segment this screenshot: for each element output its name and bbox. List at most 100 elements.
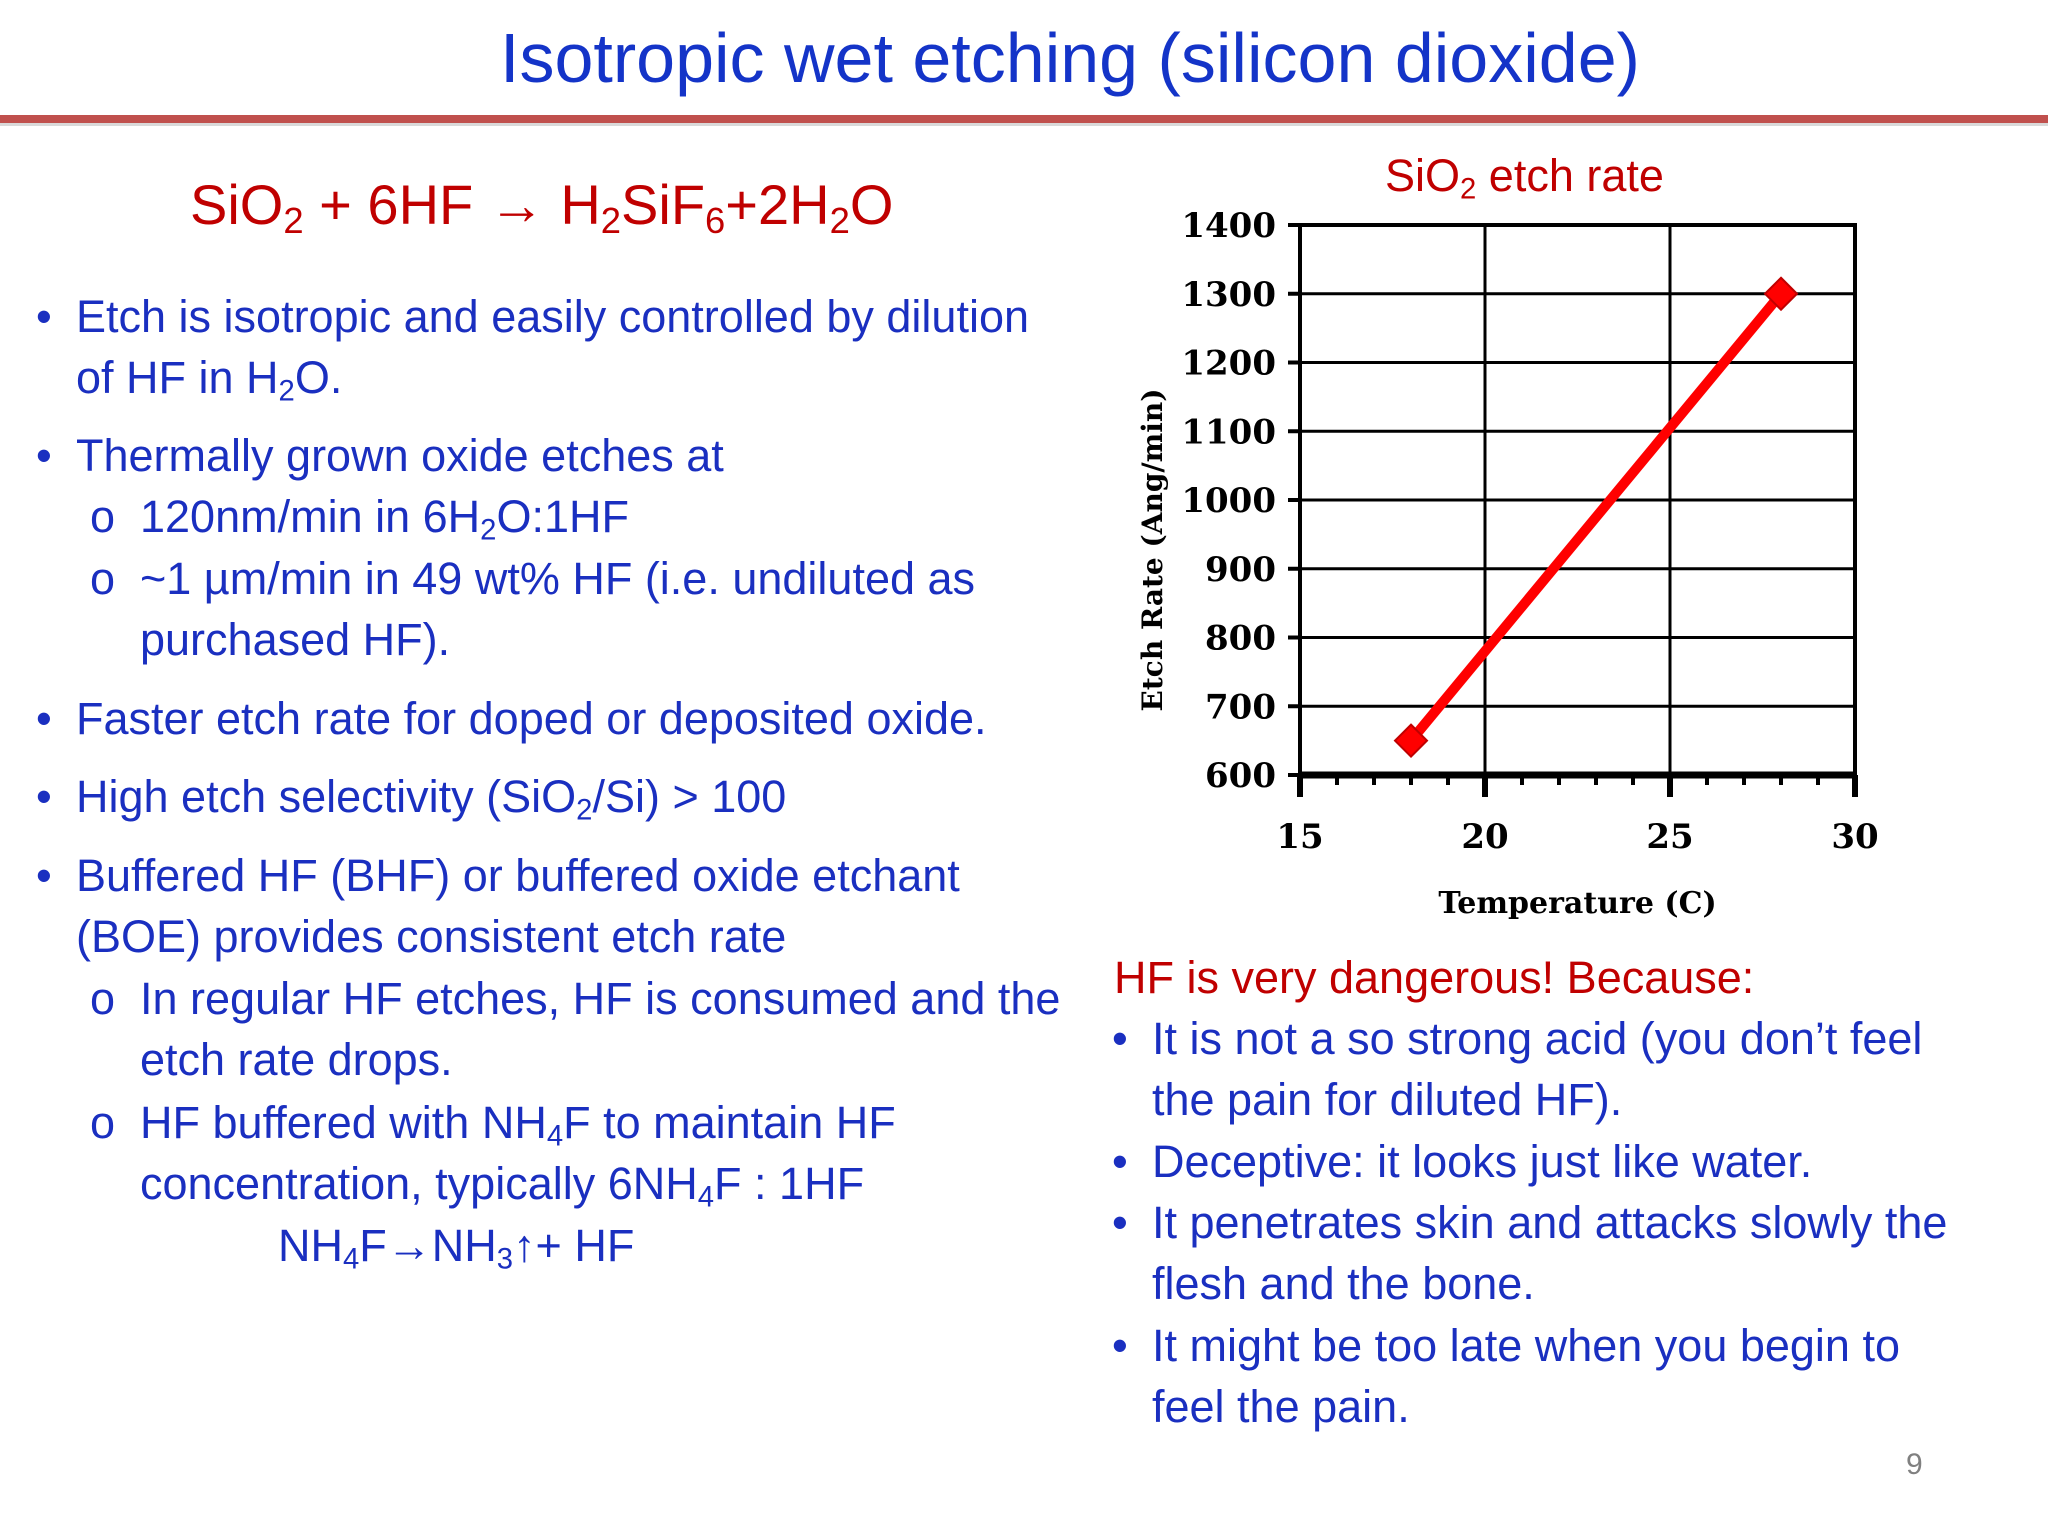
bullet-dot: • xyxy=(36,430,52,481)
bullet-line: of HF in H2O. xyxy=(76,347,1029,408)
bullet-text: O. xyxy=(294,352,343,403)
chart-title-subscript: 2 xyxy=(1460,173,1477,206)
bullet-text: High etch selectivity (SiO xyxy=(76,771,577,822)
bullet-text: purchased HF). xyxy=(140,614,451,665)
bullet-text: Etch is isotropic and easily controlled … xyxy=(76,291,1029,342)
sub-bullet-item: o ~1 µm/min in 49 wt% HF (i.e. undiluted… xyxy=(90,548,975,670)
sub-bullet-marker: o xyxy=(90,973,116,1024)
bullet-line: concentration, typically 6NH4F : 1HF xyxy=(140,1153,896,1214)
equation-part: +2H xyxy=(725,173,830,236)
x-tick-label: 15 xyxy=(1276,817,1323,857)
sub-bullet-item: o HF buffered with NH4F to maintain HF c… xyxy=(90,1092,896,1214)
chart-tick-labels: 600 700 800 900 1000 1100 1200 1300 1400 15 20 25 30 xyxy=(1181,206,1878,857)
x-tick-label: 20 xyxy=(1461,817,1508,857)
bullet-text: HF buffered with NH xyxy=(140,1097,547,1148)
warning-line: flesh and the bone. xyxy=(1152,1258,1535,1309)
bullet-line: HF buffered with NH4F to maintain HF xyxy=(140,1092,896,1153)
bullet-text: F : 1HF xyxy=(714,1158,865,1209)
sub-bullet-marker: o xyxy=(90,1097,116,1148)
warning-item: • Deceptive: it looks just like water. xyxy=(1112,1131,1813,1192)
chart-series xyxy=(1393,276,1799,759)
sub-bullet-item: o In regular HF etches, HF is consumed a… xyxy=(90,968,1060,1090)
bullet-dot: • xyxy=(1112,1197,1128,1248)
bullet-text: (BOE) provides consistent etch rate xyxy=(76,911,787,962)
x-tick-label: 25 xyxy=(1646,817,1693,857)
warning-line: Deceptive: it looks just like water. xyxy=(1152,1136,1813,1187)
bullet-text: concentration, typically 6NH xyxy=(140,1158,698,1209)
equation-subscript: 2 xyxy=(283,200,304,242)
sub-bullet-item: o 120nm/min in 6H2O:1HF xyxy=(90,486,629,547)
sub-bullet-marker: o xyxy=(90,553,116,604)
bullet-item: • Etch is isotropic and easily controlle… xyxy=(36,286,1029,408)
warning-line: It might be too late when you begin to xyxy=(1152,1320,1900,1371)
bullet-line: etch rate drops. xyxy=(140,1029,1060,1090)
bullet-dot: • xyxy=(36,693,52,744)
bullet-text: ↑+ HF xyxy=(513,1220,635,1271)
subscript: 4 xyxy=(343,1243,360,1276)
warning-heading: HF is very dangerous! Because: xyxy=(1114,952,1755,1003)
bullet-text: Thermally grown oxide etches at xyxy=(76,430,724,481)
page-number: 9 xyxy=(1906,1448,1923,1481)
title-divider xyxy=(0,115,2048,123)
chart-title-part: etch rate xyxy=(1476,150,1664,201)
y-tick-label: 900 xyxy=(1205,550,1276,590)
bullet-line: Buffered HF (BHF) or buffered oxide etch… xyxy=(76,845,960,906)
bullet-dot: • xyxy=(1112,1320,1128,1371)
x-tick-label: 30 xyxy=(1831,817,1878,857)
decomposition-reaction: NH4F→NH3↑+ HF xyxy=(278,1215,634,1276)
bullet-text: Buffered HF (BHF) or buffered oxide etch… xyxy=(76,850,960,901)
bullet-line: Thermally grown oxide etches at xyxy=(76,425,724,486)
bullet-item: • Buffered HF (BHF) or buffered oxide et… xyxy=(36,845,960,967)
equation-subscript: 6 xyxy=(705,200,726,242)
bullet-text: of HF in H xyxy=(76,352,279,403)
title-divider-shadow xyxy=(0,123,2048,126)
bullet-item: • Faster etch rate for doped or deposite… xyxy=(36,688,987,749)
series-line xyxy=(1407,290,1785,744)
equation-subscript: 2 xyxy=(600,200,622,242)
bullet-text: F→NH xyxy=(359,1220,497,1271)
warning-item: • It penetrates skin and attacks slowly … xyxy=(1112,1192,1948,1314)
equation-part: O xyxy=(849,173,894,236)
y-axis-label: Etch Rate (Ang/min) xyxy=(1136,389,1169,712)
bullet-line: In regular HF etches, HF is consumed and… xyxy=(140,968,1060,1029)
bullet-text: O:1HF xyxy=(496,491,629,542)
subscript: 4 xyxy=(697,1181,715,1214)
x-axis-label: Temperature (C) xyxy=(1438,886,1716,921)
y-tick-label: 800 xyxy=(1205,619,1276,659)
bullet-dot: • xyxy=(1112,1136,1128,1187)
data-point-marker xyxy=(1763,276,1799,312)
subscript: 2 xyxy=(576,794,593,827)
subscript: 2 xyxy=(278,375,295,408)
bullet-line: 120nm/min in 6H2O:1HF xyxy=(140,486,629,547)
chart-title-part: SiO xyxy=(1385,150,1461,201)
y-tick-label: 1100 xyxy=(1181,412,1276,452)
bullet-item: • High etch selectivity (SiO2/Si) > 100 xyxy=(36,766,786,827)
warning-line: It penetrates skin and attacks slowly th… xyxy=(1152,1197,1948,1248)
bullet-dot: • xyxy=(36,291,52,342)
equation-part: SiO xyxy=(190,173,284,236)
chart-grid xyxy=(1298,223,1857,777)
warning-line: the pain for diluted HF). xyxy=(1152,1074,1623,1125)
bullet-text: In regular HF etches, HF is consumed and… xyxy=(140,973,1061,1024)
equation-part: + 6HF → H xyxy=(303,173,601,236)
bullet-dot: • xyxy=(36,771,52,822)
bullet-text: 120nm/min in 6H xyxy=(140,491,481,542)
bullet-line: High etch selectivity (SiO2/Si) > 100 xyxy=(76,766,786,827)
bullet-line: (BOE) provides consistent etch rate xyxy=(76,906,960,967)
warning-line: It is not a so strong acid (you don’t fe… xyxy=(1152,1013,1923,1064)
chart-axes xyxy=(1288,223,1858,797)
y-tick-label: 1000 xyxy=(1181,481,1276,521)
slide-title: Isotropic wet etching (silicon dioxide) xyxy=(500,19,1640,97)
warning-item: • It might be too late when you begin to… xyxy=(1112,1315,1900,1437)
warning-line: feel the pain. xyxy=(1152,1381,1410,1432)
subscript: 4 xyxy=(546,1120,564,1153)
sub-bullet-marker: o xyxy=(90,491,116,542)
y-tick-label: 700 xyxy=(1205,687,1276,727)
bullet-text: NH xyxy=(278,1220,343,1271)
y-tick-label: 1400 xyxy=(1181,206,1276,246)
bullet-text: etch rate drops. xyxy=(140,1034,453,1085)
chart-title: SiO2 etch rate xyxy=(1385,150,1664,206)
bullet-line: ~1 µm/min in 49 wt% HF (i.e. undiluted a… xyxy=(140,548,975,609)
bullet-dot: • xyxy=(1112,1013,1128,1064)
data-point-marker xyxy=(1393,723,1429,759)
